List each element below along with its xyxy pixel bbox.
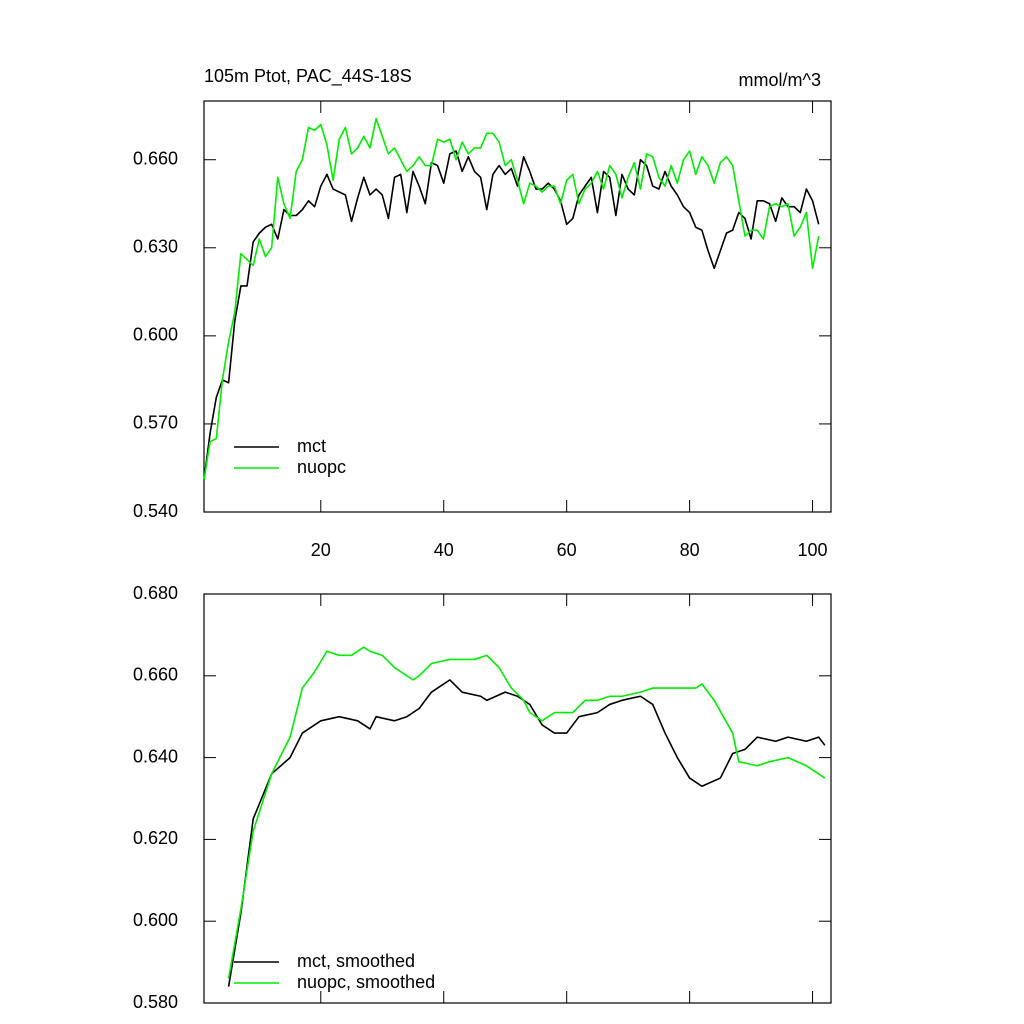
y-tick-label: 0.600 — [133, 325, 178, 345]
legend-label: mct — [297, 436, 326, 456]
plot-frame — [203, 100, 832, 513]
y-tick-label: 0.680 — [133, 583, 178, 603]
x-tick-label: 40 — [434, 540, 454, 560]
plot-frame — [203, 593, 832, 1004]
x-tick-label: 80 — [680, 540, 700, 560]
y-tick-label: 0.600 — [133, 910, 178, 930]
y-tick-label: 0.570 — [133, 413, 178, 433]
y-tick-label: 0.580 — [133, 992, 178, 1012]
data-line — [227, 646, 826, 979]
y-tick-label: 0.660 — [133, 148, 178, 168]
legend-label: nuopc, smoothed — [297, 972, 435, 992]
y-tick-label: 0.540 — [133, 501, 178, 521]
y-tick-label: 0.620 — [133, 828, 178, 848]
y-tick-label: 0.660 — [133, 665, 178, 685]
data-line — [227, 679, 826, 987]
x-tick-label: 60 — [557, 540, 577, 560]
chart-title: 105m Ptot, PAC_44S-18S — [204, 66, 412, 87]
legend-label: mct, smoothed — [297, 951, 415, 971]
x-tick-label: 20 — [311, 540, 331, 560]
legend-label: nuopc — [297, 457, 346, 477]
y-tick-label: 0.640 — [133, 746, 178, 766]
x-tick-label: 100 — [798, 540, 828, 560]
data-line — [203, 117, 820, 480]
y-tick-label: 0.630 — [133, 237, 178, 257]
data-line — [203, 150, 820, 480]
units-label: mmol/m^3 — [739, 70, 821, 90]
